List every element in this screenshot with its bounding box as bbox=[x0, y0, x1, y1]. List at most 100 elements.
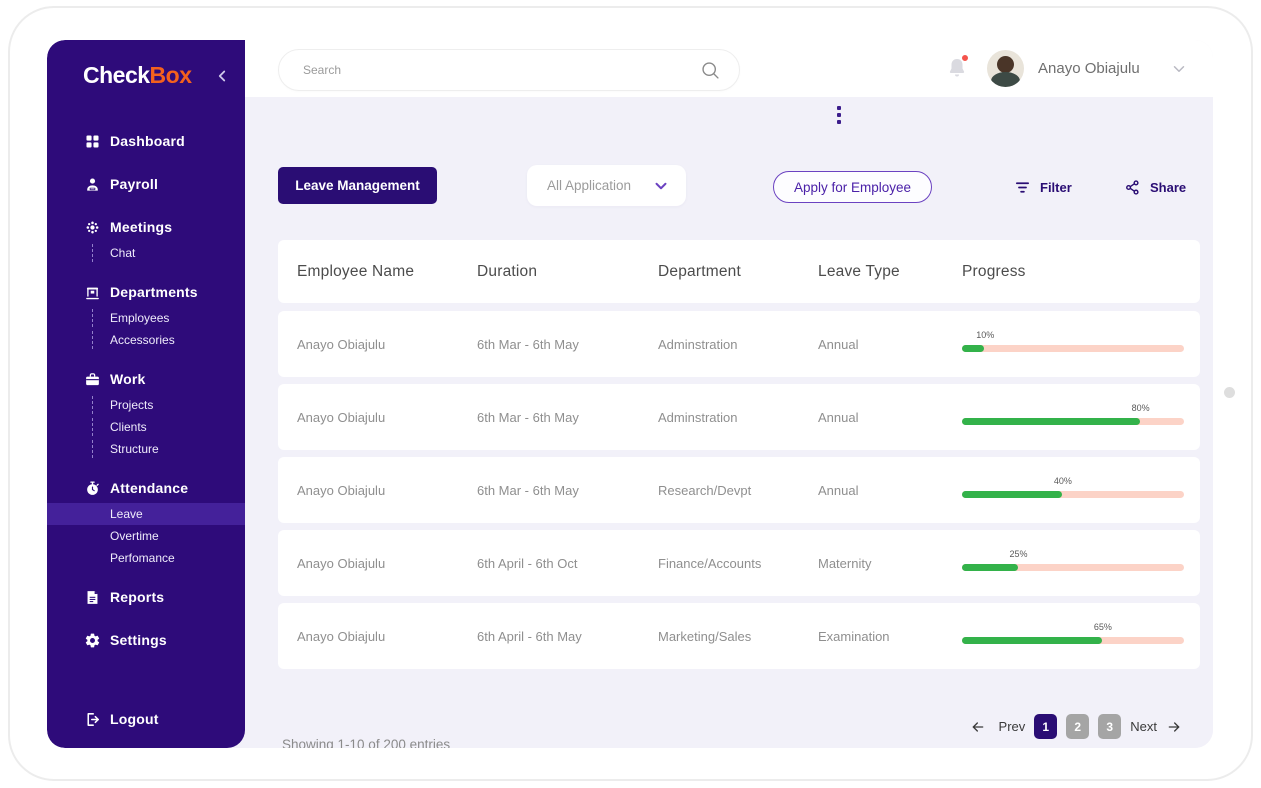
progress-percent-label: 80% bbox=[1131, 403, 1150, 413]
sidebar-subitem-structure[interactable]: Structure bbox=[47, 438, 245, 460]
column-header: Leave Type bbox=[818, 262, 900, 280]
notification-bell-icon[interactable] bbox=[945, 54, 969, 82]
filter-label: Filter bbox=[1040, 180, 1072, 195]
cell-leave-type: Annual bbox=[818, 336, 859, 352]
sidebar-nav: Dashboard Payroll Meetings Chat Departme… bbox=[47, 89, 245, 655]
cell-progress: 10% bbox=[962, 329, 1184, 359]
search-icon[interactable] bbox=[700, 60, 721, 81]
progress-percent-label: 65% bbox=[1093, 622, 1112, 632]
page-button-2[interactable]: 2 bbox=[1066, 714, 1090, 739]
sidebar-subitem-accessories[interactable]: Accessories bbox=[47, 329, 245, 351]
table-header-row: Employee Name Duration Department Leave Typ… bbox=[278, 240, 1200, 303]
cell-department: Research/Devpt bbox=[658, 482, 752, 498]
application-filter-dropdown[interactable]: All Application bbox=[527, 165, 686, 206]
logo-row: CheckBox bbox=[47, 40, 245, 89]
cell-department: Marketing/Sales bbox=[658, 628, 752, 644]
page-button-3[interactable]: 3 bbox=[1098, 714, 1122, 739]
cell-employee-name: Anayo Obiajulu bbox=[297, 409, 386, 425]
sidebar-subitem-overtime[interactable]: Overtime bbox=[110, 529, 159, 543]
next-label[interactable]: Next bbox=[1130, 719, 1157, 734]
leave-table: Employee Name Duration Department Leave Typ… bbox=[278, 240, 1200, 676]
share-button[interactable]: Share bbox=[1124, 179, 1186, 196]
kebab-menu-icon[interactable] bbox=[831, 103, 847, 131]
next-arrow-icon[interactable] bbox=[1166, 719, 1186, 735]
sidebar-collapse-chevron-icon[interactable] bbox=[213, 67, 231, 85]
topbar: Anayo Obiajulu bbox=[245, 40, 1213, 97]
progress-percent-label: 25% bbox=[1009, 549, 1028, 559]
logo-accent: Box bbox=[149, 62, 192, 88]
share-label: Share bbox=[1150, 180, 1187, 195]
sidebar-subitem-employees[interactable]: Employees bbox=[47, 307, 245, 329]
sidebar-subitem-projects[interactable]: Projects bbox=[47, 394, 245, 416]
progress-bar bbox=[962, 345, 1184, 352]
cell-duration: 6th April - 6th Oct bbox=[477, 555, 578, 571]
prev-arrow-icon[interactable] bbox=[970, 719, 990, 735]
progress-percent-label: 10% bbox=[976, 330, 995, 340]
sidebar-item-work[interactable]: Work bbox=[47, 364, 245, 394]
sidebar-item-reports[interactable]: Reports bbox=[47, 582, 245, 612]
cell-duration: 6th April - 6th May bbox=[477, 628, 582, 644]
cell-progress: 65% bbox=[962, 621, 1184, 651]
table-row[interactable]: Anayo Obiajulu 6th April - 6th Oct Finan… bbox=[278, 530, 1200, 596]
table-row[interactable]: Anayo Obiajulu 6th Mar - 6th May Adminst… bbox=[278, 384, 1200, 450]
progress-percent-label: 40% bbox=[1053, 476, 1072, 486]
logo-primary: Check bbox=[83, 62, 150, 88]
entries-summary: Showing 1-10 of 200 entries bbox=[282, 737, 451, 748]
sidebar-subitem-clients[interactable]: Clients bbox=[47, 416, 245, 438]
dashboard-grid-icon bbox=[84, 133, 101, 150]
sidebar-item-departments[interactable]: Departments bbox=[47, 277, 245, 307]
user-name: Anayo Obiajulu bbox=[1038, 60, 1140, 77]
meetings-gear-icon bbox=[84, 219, 101, 236]
column-header: Employee Name bbox=[297, 262, 415, 280]
apply-for-employee-button[interactable]: Apply for Employee bbox=[773, 171, 932, 203]
sidebar-item-meetings[interactable]: Meetings bbox=[47, 212, 245, 242]
column-header: Progress bbox=[962, 262, 1026, 280]
logout-label: Logout bbox=[110, 711, 159, 727]
table-row[interactable]: Anayo Obiajulu 6th Mar - 6th May Researc… bbox=[278, 457, 1200, 523]
sidebar-item-payroll[interactable]: Payroll bbox=[47, 169, 245, 199]
table-row[interactable]: Anayo Obiajulu 6th April - 6th May Marke… bbox=[278, 603, 1200, 669]
app-logo: CheckBox bbox=[83, 62, 192, 89]
progress-bar bbox=[962, 418, 1184, 425]
scroll-indicator-dot bbox=[1224, 387, 1235, 398]
stopwatch-icon bbox=[84, 480, 101, 497]
progress-bar bbox=[962, 637, 1184, 644]
sidebar-item-settings[interactable]: Settings bbox=[47, 625, 245, 655]
report-doc-icon bbox=[84, 589, 101, 606]
sidebar-item-dashboard[interactable]: Dashboard bbox=[47, 126, 245, 156]
cell-employee-name: Anayo Obiajulu bbox=[297, 628, 386, 644]
cell-progress: 40% bbox=[962, 475, 1184, 505]
cell-leave-type: Examination bbox=[818, 628, 890, 644]
search-input[interactable] bbox=[303, 50, 693, 90]
logout-icon bbox=[84, 711, 101, 728]
prev-label[interactable]: Prev bbox=[998, 719, 1026, 734]
table-body: Anayo Obiajulu 6th Mar - 6th May Adminst… bbox=[278, 311, 1200, 669]
page-button-1[interactable]: 1 bbox=[1034, 714, 1058, 739]
cell-leave-type: Annual bbox=[818, 409, 859, 425]
logout-button[interactable]: Logout bbox=[47, 704, 245, 734]
user-avatar[interactable] bbox=[987, 50, 1024, 87]
notification-dot bbox=[961, 54, 969, 62]
user-menu-chevron-down-icon[interactable] bbox=[1170, 60, 1188, 78]
cell-leave-type: Annual bbox=[818, 482, 859, 498]
sidebar-item-attendance[interactable]: Attendance bbox=[47, 473, 245, 503]
cell-leave-type: Maternity bbox=[818, 555, 872, 571]
sidebar: CheckBox Dashboard Payroll Meetings Chat… bbox=[47, 40, 245, 748]
payroll-person-icon bbox=[84, 176, 101, 193]
cell-duration: 6th Mar - 6th May bbox=[477, 336, 579, 352]
cell-progress: 25% bbox=[962, 548, 1184, 578]
leave-management-button[interactable]: Leave Management bbox=[278, 167, 437, 204]
column-header: Duration bbox=[477, 262, 538, 280]
filter-button[interactable]: Filter bbox=[1014, 179, 1072, 196]
cell-employee-name: Anayo Obiajulu bbox=[297, 555, 386, 571]
progress-bar bbox=[962, 564, 1184, 571]
cell-progress: 80% bbox=[962, 402, 1184, 432]
table-row[interactable]: Anayo Obiajulu 6th Mar - 6th May Adminst… bbox=[278, 311, 1200, 377]
filter-funnel-icon bbox=[1014, 179, 1031, 196]
sidebar-subitem-perfomance[interactable]: Perfomance bbox=[110, 551, 175, 565]
sidebar-subitem-chat[interactable]: Chat bbox=[47, 242, 245, 264]
settings-gear-icon bbox=[84, 632, 101, 649]
sidebar-subitem-leave[interactable]: Leave bbox=[47, 503, 245, 525]
